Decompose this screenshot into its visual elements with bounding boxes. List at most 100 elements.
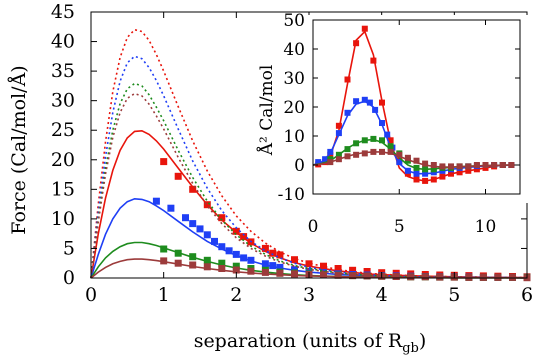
inset-series-0-marker-18 bbox=[465, 167, 472, 174]
series-3-marker-24 bbox=[509, 273, 516, 281]
series-1-marker-12 bbox=[261, 260, 269, 268]
series-1-marker-14 bbox=[276, 263, 284, 271]
inset-series-3-marker-5 bbox=[370, 148, 377, 155]
series-1-marker-8 bbox=[225, 247, 233, 255]
inset-x-tick-label-1: 5 bbox=[394, 217, 405, 237]
inset-series-3-marker-16 bbox=[465, 163, 472, 170]
series-3-marker-4 bbox=[218, 265, 226, 272]
inset-series-3-marker-19 bbox=[491, 162, 498, 168]
series-1-marker-13 bbox=[269, 262, 277, 270]
inset-series-1-marker-8 bbox=[372, 106, 379, 113]
x-axis-title: separation (units of Rgb) bbox=[194, 330, 427, 356]
series-2-marker-5 bbox=[232, 262, 240, 270]
y-tick-label-8: 40 bbox=[51, 31, 75, 53]
y-tick-label-0: 0 bbox=[63, 267, 75, 289]
inset-series-3-marker-15 bbox=[456, 163, 463, 170]
inset-series-3-marker-0 bbox=[327, 159, 334, 166]
series-3-marker-12 bbox=[334, 271, 342, 279]
inset-series-1-marker-1 bbox=[322, 156, 329, 163]
inset-y-tick-label-2: 10 bbox=[283, 127, 305, 147]
y-tick-label-6: 30 bbox=[51, 90, 75, 112]
inset-series-0-marker-12 bbox=[413, 176, 420, 183]
inset-plot-area bbox=[312, 25, 515, 184]
series-3-marker-21 bbox=[465, 273, 473, 281]
series-0-marker-14 bbox=[334, 265, 342, 272]
y-tick-label-4: 20 bbox=[51, 149, 75, 171]
inset-series-2-marker-2 bbox=[344, 146, 351, 153]
series-0-marker-1 bbox=[174, 172, 182, 180]
inset-series-3-marker-7 bbox=[387, 148, 394, 155]
inset-series-1-marker-0 bbox=[315, 159, 322, 166]
inset-series-0-marker-8 bbox=[379, 99, 385, 106]
x-tick-label-5: 5 bbox=[448, 284, 460, 306]
inset-series-1-marker-9 bbox=[379, 120, 385, 126]
y-tick-label-9: 45 bbox=[51, 1, 75, 23]
series-0-marker-9 bbox=[269, 249, 277, 257]
series-3-marker-18 bbox=[421, 273, 429, 281]
x-axis-title-close: ) bbox=[419, 330, 426, 352]
inset-series-1-marker-2 bbox=[327, 148, 334, 155]
series-3-marker-14 bbox=[363, 272, 371, 280]
inset-series-2-marker-4 bbox=[361, 137, 368, 144]
series-3-marker-11 bbox=[320, 271, 327, 279]
series-2-marker-4 bbox=[218, 259, 226, 267]
inset-series-3-marker-2 bbox=[344, 153, 351, 160]
inset-series-3-marker-21 bbox=[508, 162, 515, 168]
series-3-marker-2 bbox=[189, 261, 197, 269]
series-3-marker-22 bbox=[479, 273, 487, 281]
inset-series-0-marker-4 bbox=[344, 76, 351, 83]
inset-series-2-marker-11 bbox=[422, 166, 429, 173]
inset-series-0-marker-13 bbox=[422, 177, 429, 184]
series-1-marker-7 bbox=[218, 243, 226, 251]
inset-series-3-marker-12 bbox=[430, 162, 437, 168]
inset-series-3-marker-10 bbox=[413, 157, 420, 164]
series-1-marker-1 bbox=[167, 204, 175, 212]
series-1-marker-2 bbox=[182, 214, 189, 222]
series-1-dotted-line bbox=[90, 55, 528, 279]
series-3-dotted-line bbox=[90, 92, 528, 279]
inset-y-axis-title: Å² Cal/mol bbox=[256, 65, 277, 157]
series-2-marker-0 bbox=[160, 245, 168, 253]
series-3-marker-16 bbox=[392, 273, 400, 280]
x-tick-label-2: 2 bbox=[230, 284, 242, 306]
series-1-marker-3 bbox=[189, 220, 197, 228]
inset-series-1-marker-14 bbox=[413, 170, 420, 177]
series-1-marker-10 bbox=[240, 254, 248, 262]
inset-y-tick-label-6: 50 bbox=[283, 11, 305, 31]
series-0-marker-5 bbox=[232, 227, 240, 235]
x-tick-label-0: 0 bbox=[85, 284, 97, 306]
inset-series-2-marker-1 bbox=[335, 151, 342, 158]
series-3-marker-3 bbox=[203, 263, 211, 271]
series-0-marker-3 bbox=[203, 201, 211, 209]
y-tick-label-1: 5 bbox=[63, 237, 75, 259]
inset-series-0-marker-3 bbox=[335, 122, 342, 129]
series-3-marker-5 bbox=[232, 266, 240, 274]
inset-y-tick-label-5: 40 bbox=[283, 40, 305, 60]
inset-series-3-marker-6 bbox=[379, 148, 385, 155]
series-3-solid-line bbox=[90, 258, 528, 279]
inset-series-3-marker-11 bbox=[422, 160, 429, 167]
inset-series-0-marker-16 bbox=[448, 170, 454, 177]
inset-series-2-marker-12 bbox=[430, 166, 437, 173]
series-3-marker-7 bbox=[261, 268, 269, 276]
series-2-marker-2 bbox=[189, 253, 197, 261]
y-tick-label-3: 15 bbox=[51, 178, 75, 200]
series-1-marker-11 bbox=[247, 256, 255, 264]
series-0-marker-12 bbox=[305, 260, 313, 268]
inset-series-2-marker-5 bbox=[370, 135, 377, 142]
series-3-marker-9 bbox=[291, 270, 298, 278]
series-2-marker-1 bbox=[174, 249, 182, 257]
series-3-marker-8 bbox=[276, 269, 284, 277]
series-1-marker-6 bbox=[211, 237, 218, 245]
series-3-marker-19 bbox=[436, 273, 444, 281]
series-3-marker-23 bbox=[494, 273, 502, 281]
inset-series-3-marker-17 bbox=[473, 162, 480, 168]
inset-y-tick-label-0: -10 bbox=[278, 185, 305, 205]
x-tick-label-4: 4 bbox=[376, 284, 388, 306]
inset-series-3-marker-1 bbox=[335, 156, 342, 163]
